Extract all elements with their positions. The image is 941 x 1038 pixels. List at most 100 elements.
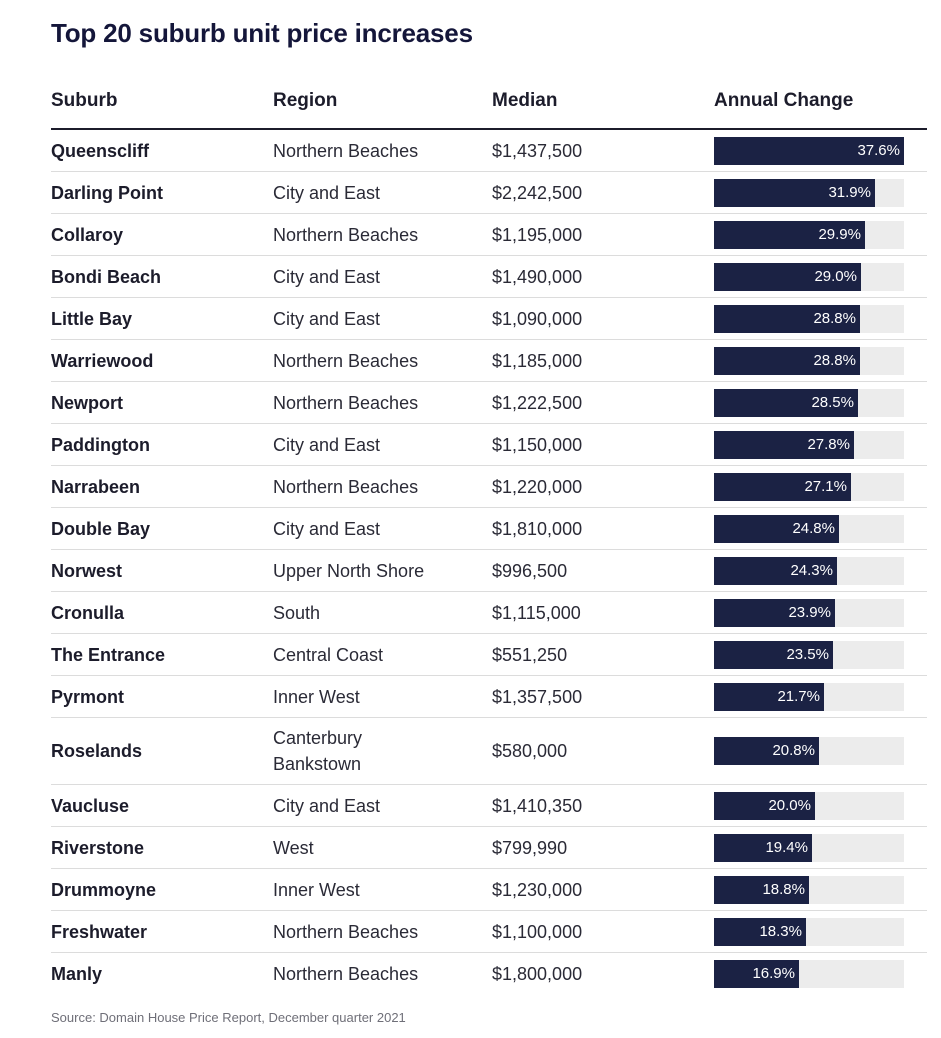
bar-track: 20.8% xyxy=(714,737,904,765)
table-row: Pyrmont Inner West $1,357,500 21.7% xyxy=(51,676,927,718)
annual-change-bar: 16.9% xyxy=(714,959,799,988)
bar-value-label: 28.8% xyxy=(813,351,856,369)
bar-track: 28.8% xyxy=(714,346,904,375)
region-cell: Upper North Shore xyxy=(273,560,425,581)
bar-track: 24.8% xyxy=(714,514,904,543)
region-cell: Inner West xyxy=(273,879,360,900)
bar-track: 18.3% xyxy=(714,917,904,946)
table-row: Narrabeen Northern Beaches $1,220,000 27.1% xyxy=(51,466,927,508)
region-cell: City and East xyxy=(273,795,381,816)
annual-change-bar: 31.9% xyxy=(714,178,875,207)
annual-change-bar: 27.1% xyxy=(714,472,851,501)
region-cell: Northern Beaches xyxy=(273,476,419,497)
region-cell: City and East xyxy=(273,434,381,455)
bar-track: 28.5% xyxy=(714,388,904,417)
median-cell: $996,500 xyxy=(492,560,568,581)
bar-value-label: 20.8% xyxy=(772,742,815,759)
suburb-cell: Queenscliff xyxy=(51,140,150,161)
table-row: Norwest Upper North Shore $996,500 24.3% xyxy=(51,550,927,592)
chart-title: Top 20 suburb unit price increases xyxy=(51,18,473,48)
median-cell: $551,250 xyxy=(492,644,568,665)
table-row: The Entrance Central Coast $551,250 23.5% xyxy=(51,634,927,676)
region-cell: Northern Beaches xyxy=(273,921,419,942)
median-cell: $1,100,000 xyxy=(492,921,583,942)
suburb-cell: The Entrance xyxy=(51,644,166,665)
region-cell: City and East xyxy=(273,518,381,539)
bar-value-label: 31.9% xyxy=(828,183,871,201)
median-cell: $580,000 xyxy=(492,741,568,761)
region-cell: Central Coast xyxy=(273,644,384,665)
suburb-cell: Norwest xyxy=(51,560,123,581)
table-row: Riverstone West $799,990 19.4% xyxy=(51,827,927,869)
region-cell: South xyxy=(273,602,321,623)
bar-track: 21.7% xyxy=(714,682,904,711)
table-row: Drummoyne Inner West $1,230,000 18.8% xyxy=(51,869,927,911)
bar-value-label: 18.3% xyxy=(759,922,802,940)
table-row: Double Bay City and East $1,810,000 24.8% xyxy=(51,508,927,550)
median-cell: $1,220,000 xyxy=(492,476,583,497)
bar-value-label: 18.8% xyxy=(762,880,805,898)
median-cell: $1,437,500 xyxy=(492,140,583,161)
bar-value-label: 29.9% xyxy=(818,225,861,243)
bar-track: 24.3% xyxy=(714,556,904,585)
region-cell: West xyxy=(273,837,314,858)
region-cell: Northern Beaches xyxy=(273,963,419,984)
annual-change-bar: 29.0% xyxy=(714,262,861,291)
median-cell: $1,230,000 xyxy=(492,879,583,900)
suburb-cell: Roselands xyxy=(51,741,143,761)
suburb-cell: Pyrmont xyxy=(51,686,125,707)
bar-track: 28.8% xyxy=(714,304,904,333)
region-cell: Canterbury Bankstown xyxy=(273,728,363,774)
suburb-cell: Drummoyne xyxy=(51,879,157,900)
bar-value-label: 28.8% xyxy=(813,309,856,327)
annual-change-bar: 28.8% xyxy=(714,304,860,333)
bar-value-label: 23.9% xyxy=(788,603,831,621)
annual-change-bar: 29.9% xyxy=(714,220,865,249)
source-note: Source: Domain House Price Report, Decem… xyxy=(51,1010,406,1025)
bar-track: 23.5% xyxy=(714,640,904,669)
suburb-cell: Darling Point xyxy=(51,182,163,203)
region-cell: Northern Beaches xyxy=(273,350,419,371)
median-cell: $2,242,500 xyxy=(492,182,583,203)
region-cell: City and East xyxy=(273,182,381,203)
median-cell: $1,357,500 xyxy=(492,686,583,707)
table-header: Suburb Region Median Annual Change xyxy=(51,80,927,130)
header-suburb: Suburb xyxy=(51,90,118,111)
table-row: Vaucluse City and East $1,410,350 20.0% xyxy=(51,785,927,827)
bar-value-label: 23.5% xyxy=(786,645,829,663)
suburb-cell: Riverstone xyxy=(51,837,145,858)
table-row: Manly Northern Beaches $1,800,000 16.9% xyxy=(51,953,927,994)
median-cell: $1,410,350 xyxy=(492,795,583,816)
suburb-cell: Little Bay xyxy=(51,308,133,329)
suburb-cell: Paddington xyxy=(51,434,150,455)
region-cell: City and East xyxy=(273,266,381,287)
annual-change-bar: 23.9% xyxy=(714,598,835,627)
annual-change-bar: 23.5% xyxy=(714,640,833,669)
table-row: Bondi Beach City and East $1,490,000 29.0% xyxy=(51,256,927,298)
table-row: Newport Northern Beaches $1,222,500 28.5% xyxy=(51,382,927,424)
bar-value-label: 21.7% xyxy=(777,687,820,705)
table-body: Queenscliff Northern Beaches $1,437,500 37.… xyxy=(51,130,927,994)
table-row: Warriewood Northern Beaches $1,185,000 28.8… xyxy=(51,340,927,382)
median-cell: $1,090,000 xyxy=(492,308,583,329)
annual-change-bar: 27.8% xyxy=(714,430,854,459)
bar-track: 29.0% xyxy=(714,262,904,291)
bar-value-label: 27.1% xyxy=(804,477,847,495)
header-region: Region xyxy=(273,90,338,111)
suburb-cell: Vaucluse xyxy=(51,795,130,816)
median-cell: $1,810,000 xyxy=(492,518,583,539)
table-row: Cronulla South $1,115,000 23.9% xyxy=(51,592,927,634)
annual-change-bar: 18.8% xyxy=(714,875,809,904)
table-row: Paddington City and East $1,150,000 27.8% xyxy=(51,424,927,466)
suburb-cell: Cronulla xyxy=(51,602,125,623)
annual-change-bar: 24.8% xyxy=(714,514,839,543)
median-cell: $1,115,000 xyxy=(492,602,581,623)
header-annual-change: Annual Change xyxy=(714,90,854,111)
bar-track: 27.8% xyxy=(714,430,904,459)
suburb-cell: Double Bay xyxy=(51,518,151,539)
suburb-cell: Freshwater xyxy=(51,921,148,942)
bar-value-label: 16.9% xyxy=(752,964,795,982)
median-cell: $1,150,000 xyxy=(492,434,583,455)
header-median: Median xyxy=(492,90,558,111)
bar-track: 23.9% xyxy=(714,598,904,627)
